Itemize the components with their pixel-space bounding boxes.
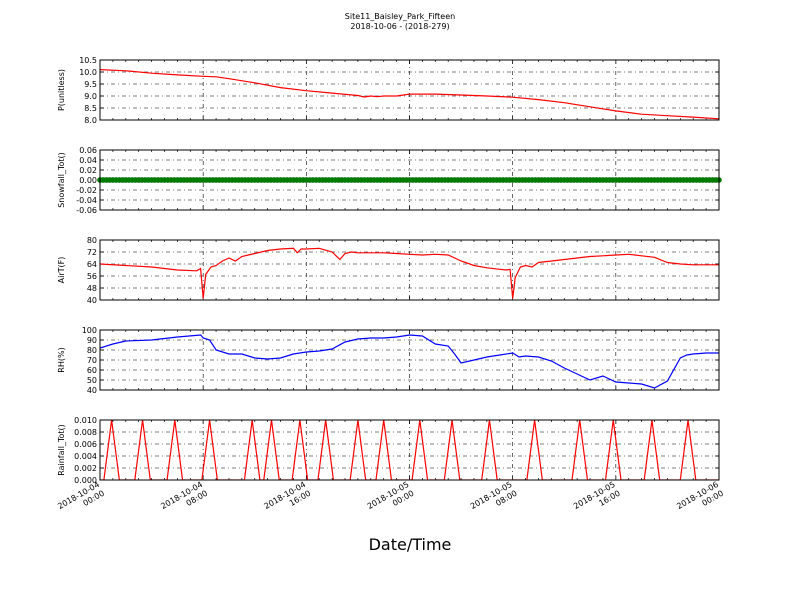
y-tick-label: 10.0 (79, 68, 97, 77)
y-tick-label: 50 (87, 376, 97, 385)
plot-frame (99, 239, 720, 301)
y-tick-label: -0.02 (76, 186, 97, 195)
y-tick-label: 0.006 (74, 440, 97, 449)
y-tick-label: 9.0 (84, 92, 97, 101)
plot-frame (99, 329, 720, 391)
series-line (100, 69, 719, 120)
snowfall-markers (97, 177, 722, 183)
y-tick-label: 0.002 (74, 464, 97, 473)
y-tick-label: 10.5 (79, 56, 97, 65)
y-tick-label: 0.008 (74, 428, 97, 437)
y-tick-label: 8.5 (84, 104, 97, 113)
panel-rainfall: 0.000 0.002 0.004 0.006 0.008 0.010 Rainfall_T… (57, 416, 720, 485)
y-tick-label: 0.02 (79, 166, 97, 175)
y-tick-label: -0.04 (76, 196, 97, 205)
y-tick-label: 8.0 (84, 116, 97, 125)
x-tick-labels: 2018-10-0400:00 2018-10-0408:00 2018-10-04… (56, 480, 725, 520)
y-tick-label: 64 (87, 260, 97, 269)
y-tick-label: 80 (87, 346, 97, 355)
x-tick-label: 2018-10-0416:00 (263, 480, 313, 520)
y-tick-label: 0.00 (79, 176, 97, 185)
figure-title: Site11_Baisley_Park_Fifteen (345, 12, 455, 21)
figure-subtitle: 2018-10-06 - (2018-279) (350, 22, 449, 31)
x-tick-label: 2018-10-0600:00 (675, 480, 725, 520)
y-tick-label: 72 (87, 248, 97, 257)
x-tick-label: 2018-10-0508:00 (469, 480, 519, 520)
y-tick-label: 0.010 (74, 416, 97, 425)
y-tick-label: 60 (87, 366, 97, 375)
y-tick-label: 70 (87, 356, 97, 365)
y-axis-label: AirT(F) (57, 257, 66, 284)
plot-frame (99, 419, 720, 481)
y-axis-label: RH(%) (57, 347, 66, 372)
series-line (100, 247, 719, 299)
y-tick-label: 100 (82, 326, 97, 335)
panel-air-temperature: 40 48 56 64 72 80 AirT(F) (57, 236, 720, 305)
panel-p-unitless: 8.0 8.5 9.0 9.5 10.0 10.5 P(unitless) (57, 56, 720, 125)
y-tick-label: 0.06 (79, 146, 97, 155)
series-line (100, 334, 719, 389)
x-axis-label: Date/Time (369, 535, 452, 554)
y-tick-label: 0.004 (74, 452, 97, 461)
plot-frame (99, 149, 720, 211)
y-tick-label: 48 (87, 284, 97, 293)
panel-snowfall: -0.06-0.04-0.020.000.020.040.06 Snowfall_… (57, 146, 722, 215)
y-tick-label: 90 (87, 336, 97, 345)
y-tick-label: -0.06 (76, 206, 97, 215)
x-tick-label: 2018-10-0400:00 (56, 480, 106, 520)
y-tick-label: 0.000 (74, 476, 97, 485)
y-tick-label: 40 (87, 386, 97, 395)
x-tick-label: 2018-10-0516:00 (572, 480, 622, 520)
y-axis-label: Snowfall_Tot() (57, 152, 66, 208)
y-tick-label: 40 (87, 296, 97, 305)
y-axis-label: Rainfall_Tot() (57, 424, 66, 476)
plot-frame (99, 59, 720, 121)
y-axis-label: P(unitless) (57, 69, 66, 111)
x-tick-label: 2018-10-0408:00 (159, 480, 209, 520)
y-tick-label: 56 (87, 272, 97, 281)
y-tick-label: 0.04 (79, 156, 97, 165)
x-tick-label: 2018-10-0500:00 (366, 480, 416, 520)
y-tick-label: 9.5 (84, 80, 97, 89)
y-tick-label: 80 (87, 236, 97, 245)
